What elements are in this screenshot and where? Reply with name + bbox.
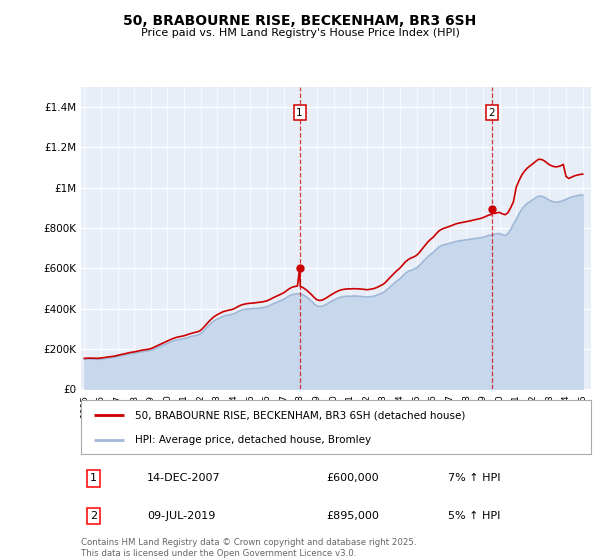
Text: 5% ↑ HPI: 5% ↑ HPI (448, 511, 500, 521)
Text: 1: 1 (296, 108, 303, 118)
Text: Price paid vs. HM Land Registry's House Price Index (HPI): Price paid vs. HM Land Registry's House … (140, 28, 460, 38)
Text: 2: 2 (90, 511, 97, 521)
Text: Contains HM Land Registry data © Crown copyright and database right 2025.
This d: Contains HM Land Registry data © Crown c… (81, 538, 416, 558)
Text: £600,000: £600,000 (326, 473, 379, 483)
Text: 7% ↑ HPI: 7% ↑ HPI (448, 473, 500, 483)
Text: 50, BRABOURNE RISE, BECKENHAM, BR3 6SH: 50, BRABOURNE RISE, BECKENHAM, BR3 6SH (124, 14, 476, 28)
Text: 14-DEC-2007: 14-DEC-2007 (148, 473, 221, 483)
Text: 2: 2 (488, 108, 495, 118)
Text: 09-JUL-2019: 09-JUL-2019 (148, 511, 215, 521)
Text: 50, BRABOURNE RISE, BECKENHAM, BR3 6SH (detached house): 50, BRABOURNE RISE, BECKENHAM, BR3 6SH (… (134, 410, 465, 421)
Text: HPI: Average price, detached house, Bromley: HPI: Average price, detached house, Brom… (134, 435, 371, 445)
Text: 1: 1 (90, 473, 97, 483)
Text: £895,000: £895,000 (326, 511, 379, 521)
